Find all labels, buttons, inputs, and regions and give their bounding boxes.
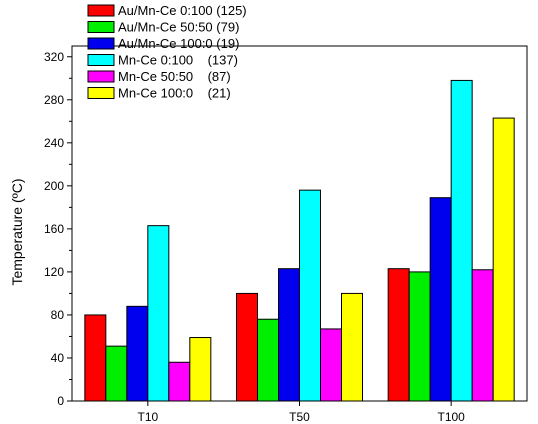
x-tick-label: T100 — [437, 410, 465, 424]
legend-label: Au/Mn-Ce 0:100 (125) — [118, 3, 247, 18]
bar-t10-series-2 — [105, 345, 128, 402]
legend-swatch — [87, 70, 115, 83]
legend-label: Mn-Ce 100:0 (21) — [118, 86, 231, 101]
y-tick-label: 120 — [44, 265, 64, 279]
y-axis-label: Temperature (ºC) — [9, 178, 25, 285]
legend-swatch — [87, 87, 115, 99]
bar-t50-series-4 — [299, 189, 321, 402]
bar-t50-series-2 — [257, 318, 279, 402]
y-tick-label: 240 — [44, 136, 64, 150]
bar-t100-series-2 — [408, 271, 431, 402]
legend-label: Au/Mn-Ce 50:50 (79) — [118, 20, 239, 35]
bars — [84, 79, 515, 402]
bar-t10-series-5 — [168, 361, 191, 402]
legend-label: Mn-Ce 50:50 (87) — [118, 69, 231, 84]
bar-t100-series-1 — [387, 268, 410, 402]
legend-label: Mn-Ce 0:100 (137) — [118, 53, 238, 68]
bar-t50-series-5 — [320, 328, 342, 402]
legend-swatch — [87, 21, 115, 33]
bar-t10-series-6 — [189, 337, 212, 402]
y-tick-label: 160 — [44, 222, 64, 236]
bar-t10-series-3 — [126, 305, 149, 402]
legend-swatch — [87, 54, 115, 66]
x-tick-label: T50 — [289, 410, 310, 424]
bar-t50-series-3 — [278, 268, 300, 402]
legend-label: Au/Mn-Ce 100:0 (19) — [118, 36, 239, 51]
plot-border — [71, 45, 528, 402]
x-tick-label: T10 — [137, 410, 158, 424]
bar-t50-series-1 — [236, 292, 258, 402]
y-tick-label: 200 — [44, 179, 64, 193]
bar-t10-series-4 — [147, 225, 170, 402]
bar-t100-series-4 — [450, 79, 473, 402]
bar-t100-series-3 — [429, 197, 452, 402]
legend-swatch — [87, 37, 115, 50]
bar-t100-series-5 — [471, 269, 494, 402]
y-axis-ticks: 0 40 80 120 160 200 240 280 320 — [44, 50, 72, 408]
y-tick-label: 280 — [44, 93, 64, 107]
bar-t50-series-6 — [341, 292, 363, 402]
x-axis-ticks: T10 T50 T100 — [137, 401, 465, 424]
y-tick-label: 40 — [51, 351, 65, 365]
legend-swatch — [87, 4, 115, 17]
bar-t10-series-1 — [84, 314, 107, 402]
y-tick-label: 0 — [57, 394, 64, 408]
y-tick-label: 80 — [51, 308, 65, 322]
bar-t100-series-6 — [492, 117, 515, 402]
y-tick-label: 320 — [44, 50, 64, 64]
plot-frame — [71, 45, 528, 402]
legend: Au/Mn-Ce 0:100 (125) Au/Mn-Ce 50:50 (79)A… — [87, 3, 247, 101]
